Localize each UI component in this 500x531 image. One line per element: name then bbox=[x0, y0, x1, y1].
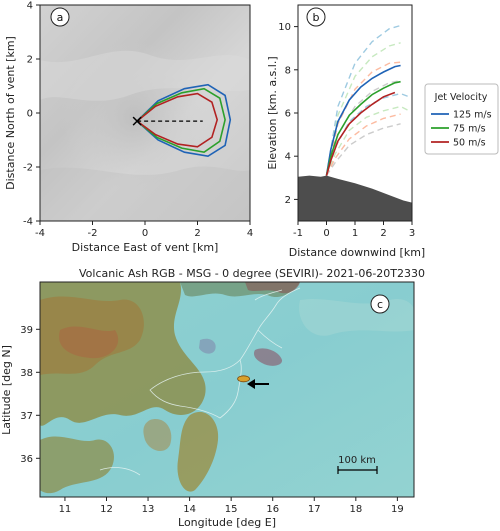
legend-label: 50 m/s bbox=[453, 138, 486, 149]
panel_c-xtick-label: 15 bbox=[225, 504, 238, 515]
ash-cloud-marker bbox=[237, 375, 251, 383]
relief-ridge bbox=[40, 50, 250, 101]
panel-b-frame bbox=[297, 4, 413, 222]
legend-entries: 125 m/s 75 m/s 50 m/s bbox=[431, 110, 492, 149]
panel_b-ytick-label: 4 bbox=[285, 152, 291, 163]
legend-title: Jet Velocity bbox=[434, 92, 488, 103]
panel_c-xtick-label: 17 bbox=[308, 504, 321, 515]
relief-valley bbox=[40, 166, 250, 221]
panel_b-xtick-label: 1 bbox=[352, 228, 358, 239]
panel-a-ylabel: Distance North of vent [km] bbox=[4, 36, 17, 190]
panel_a-ytick-label: 0 bbox=[27, 109, 33, 120]
vent-marker bbox=[132, 116, 142, 126]
panel-b-trajectories bbox=[298, 24, 412, 221]
scale-bar-label: 100 km bbox=[338, 455, 376, 466]
panel_a-xtick-label: 0 bbox=[142, 228, 148, 239]
legend-label: 75 m/s bbox=[453, 124, 486, 135]
panel-b-ticks: -1 0 1 2 3 2 4 6 8 10 bbox=[278, 22, 415, 239]
panel_a-xtick-label: 4 bbox=[247, 228, 253, 239]
panel_b-ytick-label: 8 bbox=[285, 65, 291, 76]
panel_b-ytick-label: 6 bbox=[285, 109, 291, 120]
trajectory-50ms bbox=[325, 91, 396, 176]
panel_b-xtick-label: -1 bbox=[293, 228, 303, 239]
panel_b-xtick-label: 2 bbox=[380, 228, 386, 239]
panel-b-ylabel: Elevation [km. a.s.l.] bbox=[266, 56, 279, 169]
legend: Jet Velocity 125 m/s 75 m/s 50 m/s bbox=[424, 83, 499, 155]
panel-b-tag: b bbox=[313, 11, 320, 24]
dashed-trajectory bbox=[325, 123, 401, 176]
panel_b-ytick-label: 2 bbox=[285, 195, 291, 206]
panel_a-xtick-label: -2 bbox=[88, 228, 98, 239]
trajectory-75ms bbox=[325, 80, 401, 176]
coastlines bbox=[99, 287, 301, 476]
trajectory-125ms bbox=[325, 64, 401, 176]
satellite-clouds bbox=[40, 282, 414, 494]
panel-a-plumes bbox=[132, 83, 232, 158]
plume-outline-75ms bbox=[136, 87, 226, 154]
panel-c-ticks: 11 12 13 14 15 16 17 18 19 36 37 38 39 bbox=[20, 325, 403, 515]
dashed-trajectory bbox=[325, 42, 401, 176]
panel_c-xtick-label: 13 bbox=[142, 504, 155, 515]
panel_c-xtick-label: 12 bbox=[100, 504, 113, 515]
panel_c-xtick-label: 14 bbox=[183, 504, 196, 515]
panel-a-tag-circle bbox=[50, 7, 70, 27]
panel_b-xtick-label: 3 bbox=[409, 228, 415, 239]
legend-box bbox=[424, 83, 499, 155]
dashed-trajectory bbox=[325, 105, 410, 176]
dashed-trajectory bbox=[325, 61, 401, 176]
panel-c-tag: c bbox=[377, 298, 383, 311]
panel-b-tag-circle bbox=[306, 7, 326, 27]
panel-a-tag: a bbox=[57, 11, 64, 24]
panel_a-ytick-label: -2 bbox=[23, 163, 33, 174]
panel-a-frame bbox=[39, 4, 251, 222]
panel-c-xlabel: Longitude [deg E] bbox=[178, 516, 276, 529]
ash-arrow bbox=[247, 379, 269, 389]
panel_c-xtick-label: 16 bbox=[266, 504, 279, 515]
panel-a: -4 -2 0 2 4 -4 -2 0 2 4 a Distance East of vent [… bbox=[4, 1, 253, 255]
panel-c-title: Volcanic Ash RGB - MSG - 0 degree (SEVIR… bbox=[79, 267, 425, 280]
panel_a-xtick-label: 2 bbox=[194, 228, 200, 239]
panel_c-xtick-label: 19 bbox=[391, 504, 404, 515]
panel_a-xtick-label: -4 bbox=[35, 228, 45, 239]
panel_c-ytick-label: 36 bbox=[20, 454, 33, 465]
plume-outline-50ms bbox=[136, 92, 219, 148]
terrain-profile bbox=[298, 175, 412, 221]
panel-c: Volcanic Ash RGB - MSG - 0 degree (SEVIR… bbox=[0, 267, 425, 529]
panel_b-xtick-label: 0 bbox=[323, 228, 329, 239]
panel-b-xlabel: Distance downwind [km] bbox=[289, 246, 425, 259]
panel_c-ytick-label: 38 bbox=[20, 368, 33, 379]
plume-outline-125ms bbox=[136, 83, 232, 158]
legend-label: 125 m/s bbox=[453, 110, 492, 121]
dashed-trajectory bbox=[325, 113, 401, 176]
panel_a-ytick-label: -4 bbox=[23, 217, 33, 228]
panel_c-xtick-label: 18 bbox=[349, 504, 362, 515]
panel_c-ytick-label: 37 bbox=[20, 411, 33, 422]
panel-b: -1 0 1 2 3 2 4 6 8 10 b Distance downwind [km] El… bbox=[266, 4, 425, 259]
dashed-trajectory bbox=[325, 24, 401, 176]
panel_c-xtick-label: 11 bbox=[59, 504, 72, 515]
panel-c-ylabel: Latitude [deg N] bbox=[0, 345, 13, 435]
panel_a-ytick-label: 4 bbox=[27, 1, 33, 12]
panel_a-ytick-label: 2 bbox=[27, 55, 33, 66]
dashed-trajectory bbox=[325, 92, 410, 176]
scale-bar: 100 km bbox=[337, 455, 378, 474]
panel-a-ticks: -4 -2 0 2 4 -4 -2 0 2 4 bbox=[23, 1, 253, 240]
panel-a-xlabel: Distance East of vent [km] bbox=[72, 241, 219, 254]
panel_c-ytick-label: 39 bbox=[20, 325, 33, 336]
panel-c-frame bbox=[39, 281, 415, 498]
panel_b-ytick-label: 10 bbox=[278, 22, 291, 33]
panel-c-tag-circle bbox=[370, 294, 390, 314]
